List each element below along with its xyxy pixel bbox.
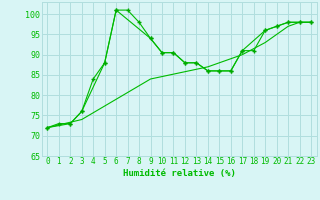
X-axis label: Humidité relative (%): Humidité relative (%) <box>123 169 236 178</box>
